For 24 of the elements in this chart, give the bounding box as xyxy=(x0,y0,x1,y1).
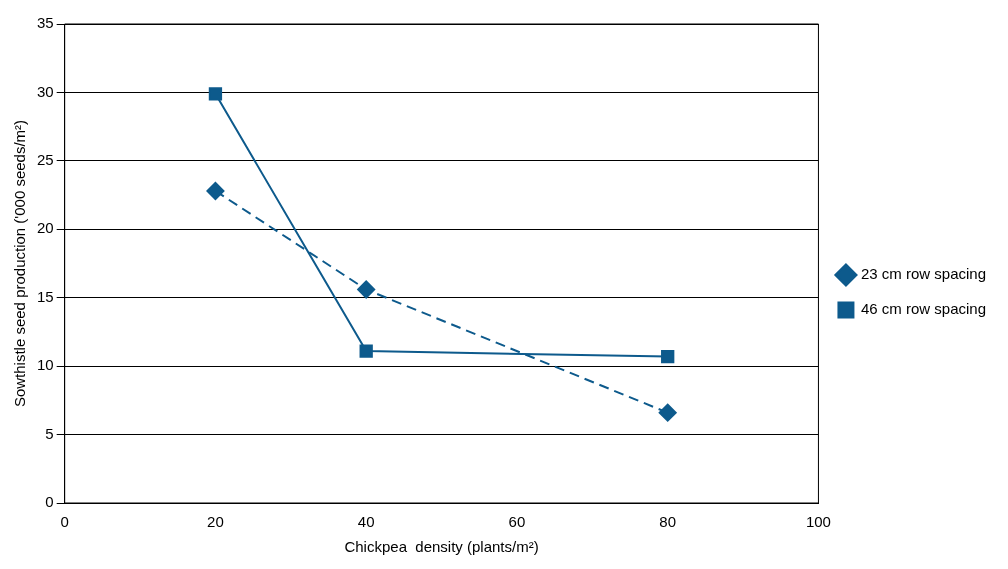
y-tick-label: 5 xyxy=(45,424,54,442)
x-tick-label: 80 xyxy=(659,513,677,531)
legend-label: 46 cm row spacing xyxy=(860,300,987,318)
y-tick-label: 10 xyxy=(37,356,54,374)
x-tick-label: 20 xyxy=(207,513,224,531)
point xyxy=(661,349,675,364)
point xyxy=(208,87,223,101)
y-tick-label: 0 xyxy=(45,493,54,511)
x-tick-label: 0 xyxy=(60,513,69,531)
y-tick-label: 15 xyxy=(37,287,54,305)
point xyxy=(359,344,373,358)
y-tick-label: 25 xyxy=(37,151,54,168)
x-tick-label: 40 xyxy=(357,513,375,531)
y-tick-label: 20 xyxy=(37,219,54,237)
x-tick-label: 60 xyxy=(508,513,526,531)
point xyxy=(206,181,225,200)
point xyxy=(357,280,376,299)
y-tick-label: 30 xyxy=(37,82,54,100)
x-tick-label: 100 xyxy=(805,513,831,531)
y-tick-label: 35 xyxy=(37,14,54,32)
x-axis-title: Chickpea density (plants/m²) xyxy=(344,538,539,556)
y-axis-title: Sowthistle seed production ('000 seeds/m²) xyxy=(11,119,29,408)
legend-label: 23 cm row spacing xyxy=(860,265,987,283)
point xyxy=(658,403,677,422)
